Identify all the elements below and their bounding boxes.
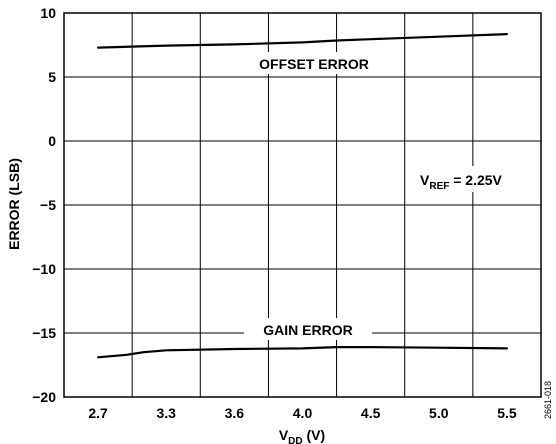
y-tick-label: 0 <box>48 133 56 149</box>
y-tick-label: −10 <box>32 261 56 277</box>
y-tick-label: −20 <box>32 389 56 405</box>
x-tick-labels: 2.7 3.3 3.6 4.0 4.5 5.0 5.5 <box>88 405 517 421</box>
x-tick-label: 3.6 <box>225 405 245 421</box>
x-tick-label: 2.7 <box>88 405 108 421</box>
x-tick-label: 5.5 <box>497 405 517 421</box>
y-tick-label: 10 <box>40 5 56 21</box>
series-layer <box>98 34 507 357</box>
y-tick-label: 5 <box>48 69 56 85</box>
y-tick-label: −15 <box>32 325 56 341</box>
x-tick-label: 4.0 <box>293 405 313 421</box>
x-tick-label: 5.0 <box>429 405 449 421</box>
y-tick-labels: 10 5 0 −5 −10 −15 −20 <box>32 5 56 405</box>
y-axis-label: ERROR (LSB) <box>6 158 22 250</box>
x-tick-label: 3.3 <box>156 405 176 421</box>
figure-code: 2661-018 <box>543 381 553 419</box>
offset-error-label: OFFSET ERROR <box>259 56 369 72</box>
y-tick-label: −5 <box>40 197 56 213</box>
x-tick-label: 4.5 <box>361 405 381 421</box>
gain-error-line <box>98 347 507 357</box>
gain-error-label: GAIN ERROR <box>263 322 352 338</box>
offset-error-line <box>98 34 507 48</box>
x-axis-label: VDD (V) <box>279 427 325 444</box>
